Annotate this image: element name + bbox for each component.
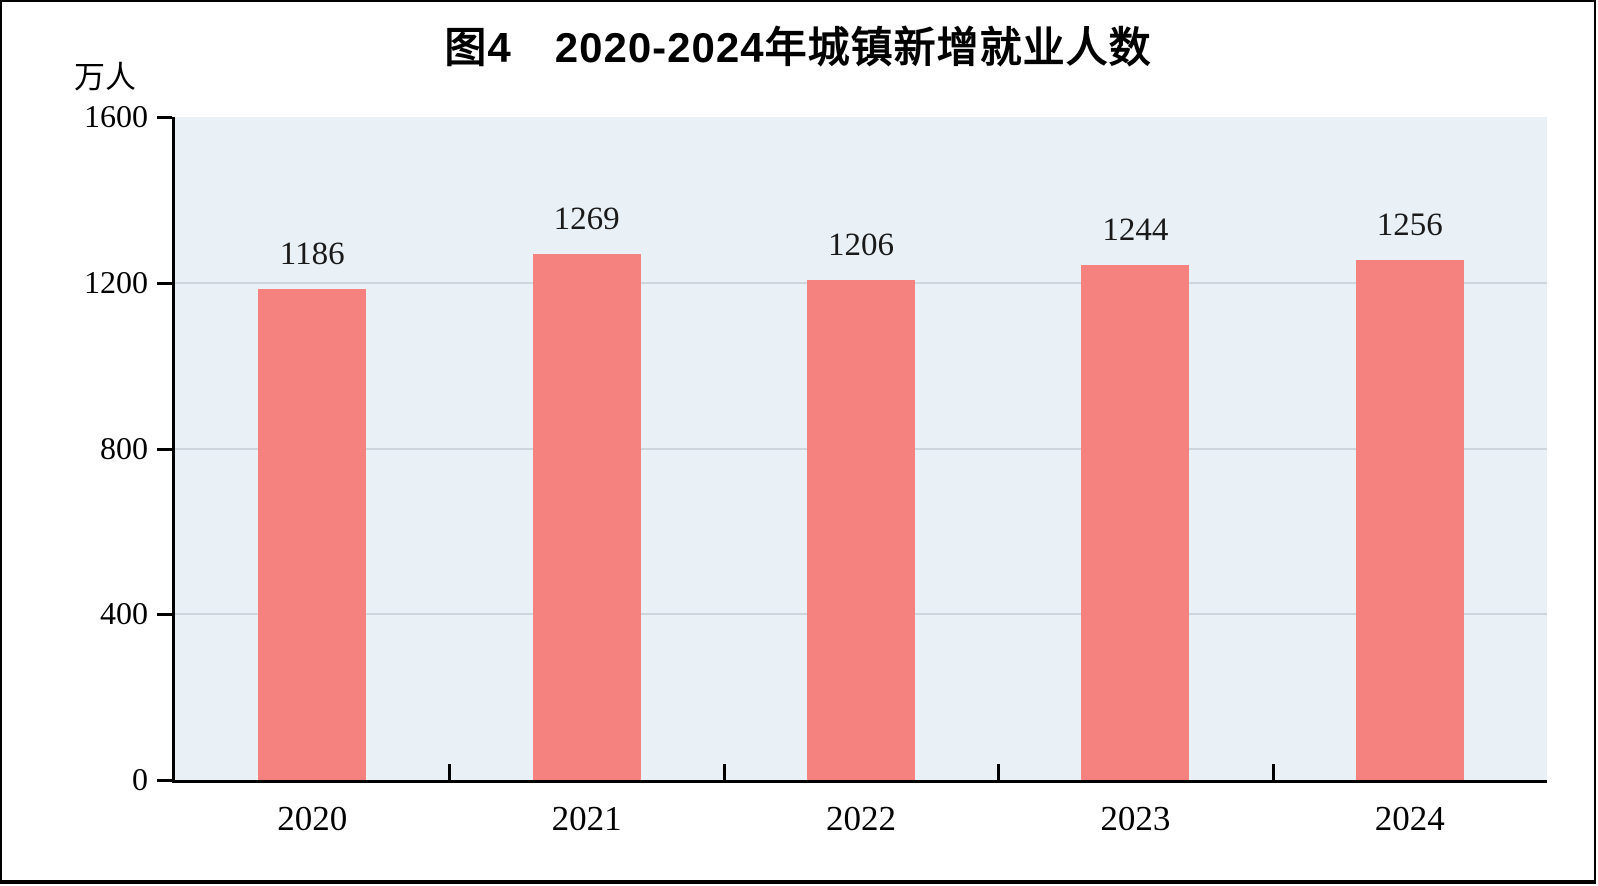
y-axis-tick-1600 [157,116,172,119]
x-axis-label-2023: 2023 [1100,799,1171,838]
bar-value-label-2023: 1244 [1102,211,1169,248]
bar-2023 [1081,264,1190,780]
y-axis-label-400: 400 [100,595,148,632]
bar-2020 [258,288,367,780]
y-axis-tick-1200 [157,281,172,285]
y-axis-unit-label: 万人 [74,60,136,95]
x-axis-label-2024: 2024 [1374,799,1445,838]
x-axis-label-2021: 2021 [551,799,622,838]
y-axis-tick-800 [157,447,172,451]
x-axis-tick [448,764,452,780]
bar-value-label-2020: 1186 [279,235,345,272]
x-axis-label-2020: 2020 [277,799,348,838]
x-axis-tick [1271,764,1275,780]
y-axis-label-1200: 1200 [84,263,148,300]
y-axis-label-1600: 1600 [84,98,148,134]
y-axis-label-0: 0 [132,761,148,797]
x-axis-tick [722,764,726,780]
bar-2022 [807,280,915,780]
bar-2021 [532,254,641,780]
bar-value-label-2024: 1256 [1376,206,1443,243]
x-axis-label-2022: 2022 [826,799,896,838]
y-axis-label-800: 800 [100,429,148,466]
bar-value-label-2022: 1206 [828,227,894,264]
y-axis-tick-400 [157,613,172,617]
plot-area: 1186 1269 1206 1244 1256 [172,117,1547,783]
chart-title: 图4 2020-2024年城镇新增就业人数 [444,24,1152,71]
bar-2024 [1355,259,1464,780]
y-axis-tick-0 [157,779,172,782]
bar-value-label-2021: 1269 [553,201,620,238]
x-axis-tick [997,764,1001,780]
